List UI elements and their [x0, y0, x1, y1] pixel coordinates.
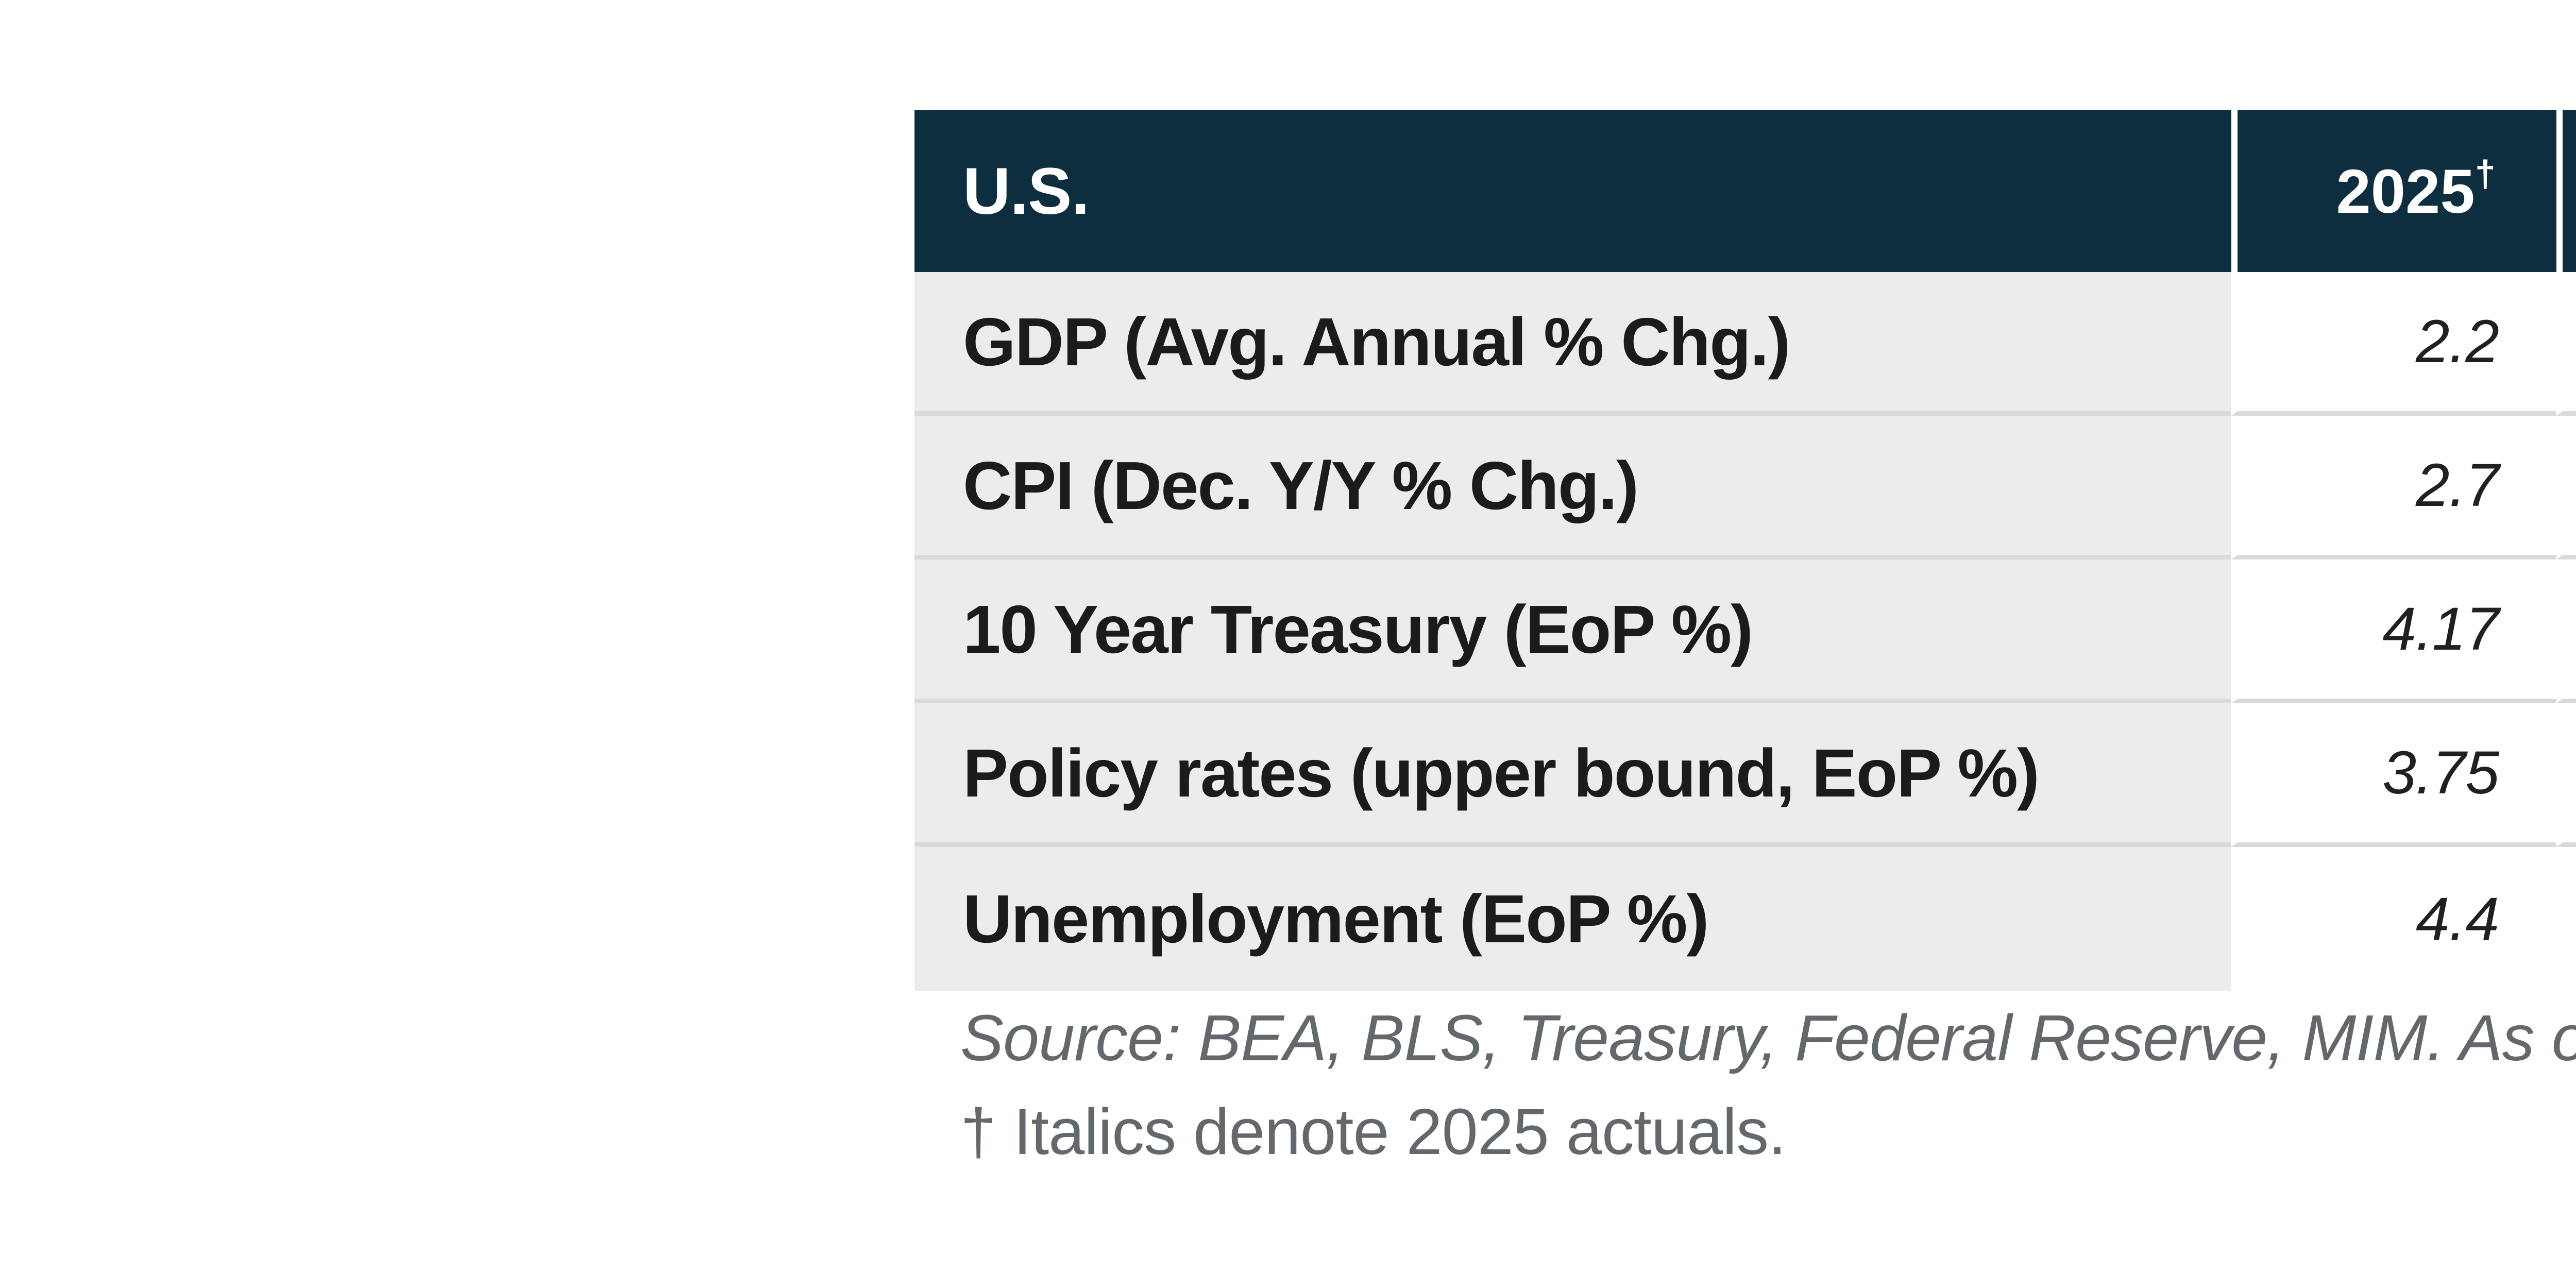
treasury-2025-value: 4.17: [2231, 560, 2556, 703]
unemployment-2026-value: 4.6: [2556, 847, 2576, 991]
header-year-2025-label: 2025: [2336, 156, 2475, 226]
row-label-treasury: 10 Year Treasury (EoP %): [914, 560, 2231, 703]
policy-2025-value: 3.75: [2231, 703, 2556, 847]
cpi-2025-value: 2.7: [2231, 416, 2556, 560]
gdp-2025-value: 2.2: [2231, 272, 2556, 416]
policy-2026-value: 3.00: [2556, 703, 2576, 847]
footnotes: Source: BEA, BLS, Treasury, Federal Rese…: [960, 1006, 2576, 1164]
row-label-cpi: CPI (Dec. Y/Y % Chg.): [914, 416, 2231, 560]
us-forecast-table: U.S. 2025† 2026 2027 GDP (Avg. Annual % …: [914, 110, 2576, 991]
row-label-policy-rates: Policy rates (upper bound, EoP %): [914, 703, 2231, 847]
header-region-label: U.S.: [914, 110, 2231, 272]
source-note: Source: BEA, BLS, Treasury, Federal Rese…: [960, 1002, 2576, 1074]
unemployment-2025-value: 4.4: [2231, 847, 2556, 991]
row-label-unemployment: Unemployment (EoP %): [914, 847, 2231, 991]
header-year-2025: 2025 †: [2231, 110, 2556, 272]
row-label-gdp: GDP (Avg. Annual % Chg.): [914, 272, 2231, 416]
gdp-2026-value: 2.2: [2556, 272, 2576, 416]
treasury-2026-value: 4.25: [2556, 560, 2576, 703]
cpi-2026-value: 2.6: [2556, 416, 2576, 560]
dagger-note: † Italics denote 2025 actuals.: [960, 1095, 1786, 1168]
dagger-icon: †: [2475, 153, 2496, 195]
header-year-2026: 2026: [2556, 110, 2576, 272]
